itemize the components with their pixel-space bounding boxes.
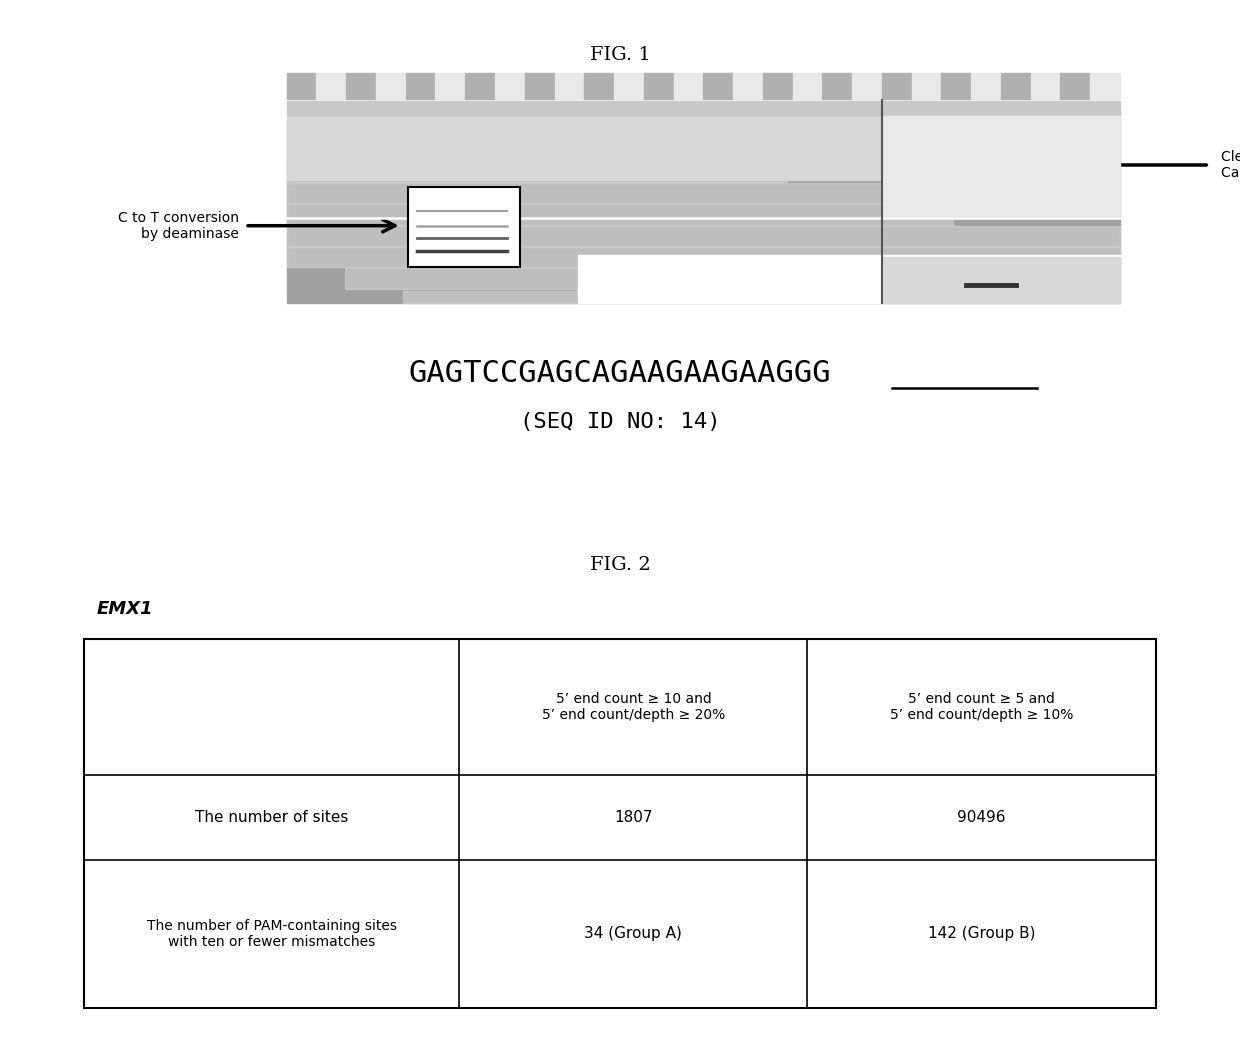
Text: The number of sites: The number of sites: [195, 810, 348, 825]
Bar: [883, 116, 1120, 216]
Bar: [435, 72, 465, 100]
Text: GAGTCCGAGCAGAAGAAGAAGGG: GAGTCCGAGCAGAAGAAGAAGGG: [409, 359, 831, 389]
Bar: [673, 72, 703, 100]
Bar: [911, 72, 941, 100]
Bar: [584, 72, 614, 100]
Bar: [1090, 72, 1120, 100]
Bar: [1030, 72, 1060, 100]
Text: 5’ end count ≥ 5 and
5’ end count/depth ≥ 10%: 5’ end count ≥ 5 and 5’ end count/depth …: [890, 692, 1074, 722]
Bar: [495, 72, 525, 100]
Bar: [286, 117, 1120, 304]
Bar: [286, 225, 1120, 246]
Bar: [614, 72, 644, 100]
Text: EMX1: EMX1: [97, 599, 153, 617]
Bar: [403, 291, 1120, 304]
Bar: [763, 72, 792, 100]
Text: 34 (Group A): 34 (Group A): [584, 926, 682, 941]
Bar: [316, 72, 346, 100]
Bar: [345, 268, 1120, 289]
Bar: [405, 72, 435, 100]
Bar: [525, 72, 554, 100]
Bar: [941, 72, 971, 100]
Bar: [286, 117, 920, 179]
Text: FIG. 1: FIG. 1: [590, 46, 650, 64]
Text: 1807: 1807: [614, 810, 652, 825]
Bar: [792, 72, 822, 100]
Bar: [971, 72, 1001, 100]
Bar: [286, 101, 1120, 116]
Bar: [84, 638, 1156, 1007]
Bar: [822, 72, 852, 100]
Bar: [882, 72, 911, 100]
Bar: [1060, 72, 1090, 100]
Bar: [286, 204, 954, 224]
Bar: [376, 72, 405, 100]
Text: 90496: 90496: [957, 810, 1006, 825]
Bar: [578, 255, 1120, 304]
Bar: [408, 187, 520, 267]
Text: 142 (Group B): 142 (Group B): [928, 926, 1035, 941]
Bar: [465, 72, 495, 100]
Text: FIG. 2: FIG. 2: [590, 555, 650, 574]
Text: C to T conversion
by deaminase: C to T conversion by deaminase: [118, 211, 239, 241]
Text: The number of PAM-containing sites
with ten or fewer mismatches: The number of PAM-containing sites with …: [146, 919, 397, 948]
Text: Cleavage by
Cas9 nickase: Cleavage by Cas9 nickase: [1221, 150, 1240, 180]
Bar: [286, 247, 1120, 267]
Text: 5’ end count ≥ 10 and
5’ end count/depth ≥ 20%: 5’ end count ≥ 10 and 5’ end count/depth…: [542, 692, 725, 722]
Bar: [286, 161, 786, 182]
Bar: [286, 72, 316, 100]
Bar: [883, 257, 1120, 304]
Bar: [1001, 72, 1030, 100]
Bar: [554, 72, 584, 100]
Bar: [346, 72, 376, 100]
Bar: [852, 72, 882, 100]
Bar: [703, 72, 733, 100]
Bar: [286, 183, 887, 203]
Bar: [644, 72, 673, 100]
Bar: [733, 72, 763, 100]
Text: (SEQ ID NO: 14): (SEQ ID NO: 14): [520, 413, 720, 433]
